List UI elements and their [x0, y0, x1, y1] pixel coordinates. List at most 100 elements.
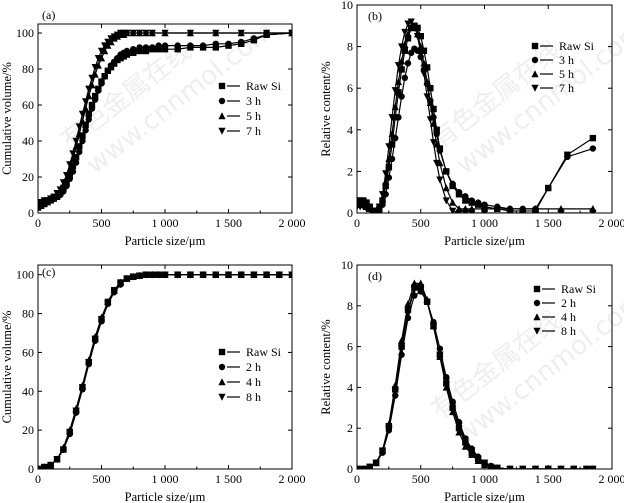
data-point [455, 422, 463, 430]
data-point [130, 46, 137, 53]
data-point [449, 402, 457, 410]
data-point [531, 465, 540, 469]
data-point [544, 465, 552, 469]
data-point [212, 271, 220, 279]
data-point [161, 271, 169, 279]
data-point [97, 47, 106, 55]
data-point [413, 33, 422, 40]
data-point [414, 24, 421, 32]
data-point [366, 205, 374, 213]
data-point [462, 193, 469, 200]
data-point [174, 271, 182, 279]
data-point [187, 42, 194, 49]
x-tick-label: 1 000 [152, 472, 179, 486]
data-point [388, 141, 396, 148]
y-tick-label: 10 [341, 258, 353, 272]
x-axis-title: Particle size/μm [444, 234, 525, 248]
data-point [104, 300, 112, 308]
data-point [404, 60, 412, 67]
data-point [66, 172, 73, 179]
y-tick-label: 6 [347, 340, 353, 354]
data-point [82, 121, 89, 128]
data-point [404, 308, 412, 316]
data-point [545, 184, 552, 192]
data-point [391, 87, 399, 95]
data-point [123, 47, 131, 55]
data-point [417, 284, 425, 292]
legend-label: 8 h [246, 390, 261, 404]
data-point [142, 271, 150, 279]
y-tick-label: 2 [347, 421, 353, 435]
data-point [480, 459, 489, 467]
y-tick-label: 40 [22, 134, 34, 148]
data-point [148, 271, 156, 279]
legend-marker [531, 70, 539, 78]
data-point [398, 66, 405, 73]
data-point [155, 271, 163, 279]
legend-label: Raw Si [246, 79, 282, 93]
data-point [101, 73, 108, 80]
data-point [53, 190, 61, 197]
legend-label: 3 h [246, 94, 261, 108]
x-tick-label: 500 [93, 216, 111, 230]
x-tick-label: 0 [35, 216, 41, 230]
data-point [427, 85, 434, 92]
y-axis-title: Relative content/% [319, 319, 333, 414]
data-point [212, 44, 219, 51]
legend-marker [218, 363, 226, 371]
legend-marker [531, 42, 539, 50]
y-tick-label: 80 [22, 307, 34, 321]
legend-label: 5 h [246, 109, 261, 123]
data-point [391, 388, 399, 396]
data-point [97, 316, 106, 324]
y-tick-label: 0 [28, 206, 34, 220]
legend: Raw Si3 h5 h7 h [218, 79, 282, 138]
legend: Raw Si3 h5 h7 h [531, 39, 595, 95]
data-point [288, 29, 292, 37]
data-point [104, 38, 112, 46]
data-point [174, 46, 181, 53]
data-point [142, 44, 150, 51]
data-point [85, 85, 93, 93]
x-tick-label: 1 500 [215, 472, 242, 486]
data-point [382, 182, 389, 190]
chart-panel-2: 0 500 1 000 1 500 2 000 0 2 4 6 8 10 Particle size/… [319, 0, 624, 248]
data-point [429, 323, 438, 330]
data-point [443, 168, 450, 175]
legend-label: 2 h [561, 296, 576, 310]
data-point [401, 28, 409, 36]
data-point [378, 447, 387, 455]
data-point [442, 197, 450, 205]
data-point [570, 465, 578, 469]
data-point [161, 46, 169, 53]
data-point [161, 29, 169, 37]
data-point [53, 456, 61, 464]
data-point [394, 62, 403, 70]
x-tick-label: 1 000 [152, 216, 179, 230]
data-point [455, 189, 463, 196]
y-axis-title: Relative content/% [319, 61, 333, 156]
data-point [59, 446, 67, 454]
x-tick-label: 1 500 [535, 472, 562, 486]
data-point [85, 116, 93, 123]
data-point [101, 47, 109, 55]
legend-label: 3 h [559, 53, 574, 67]
data-point [385, 164, 393, 171]
data-point [506, 465, 514, 469]
data-point [199, 42, 207, 49]
legend-marker [531, 56, 539, 64]
legend-marker [533, 313, 541, 321]
data-point [62, 172, 71, 179]
data-point [78, 110, 87, 118]
legend-marker [531, 84, 539, 92]
data-point [97, 54, 106, 62]
data-point [410, 286, 418, 294]
y-tick-label: 0 [28, 462, 34, 476]
data-point [398, 93, 405, 100]
data-point [589, 209, 597, 213]
data-point [430, 105, 437, 113]
data-point [395, 89, 402, 96]
y-axis-title: Cumulative volume/% [0, 62, 14, 175]
data-point [357, 465, 361, 469]
data-point [123, 29, 131, 37]
